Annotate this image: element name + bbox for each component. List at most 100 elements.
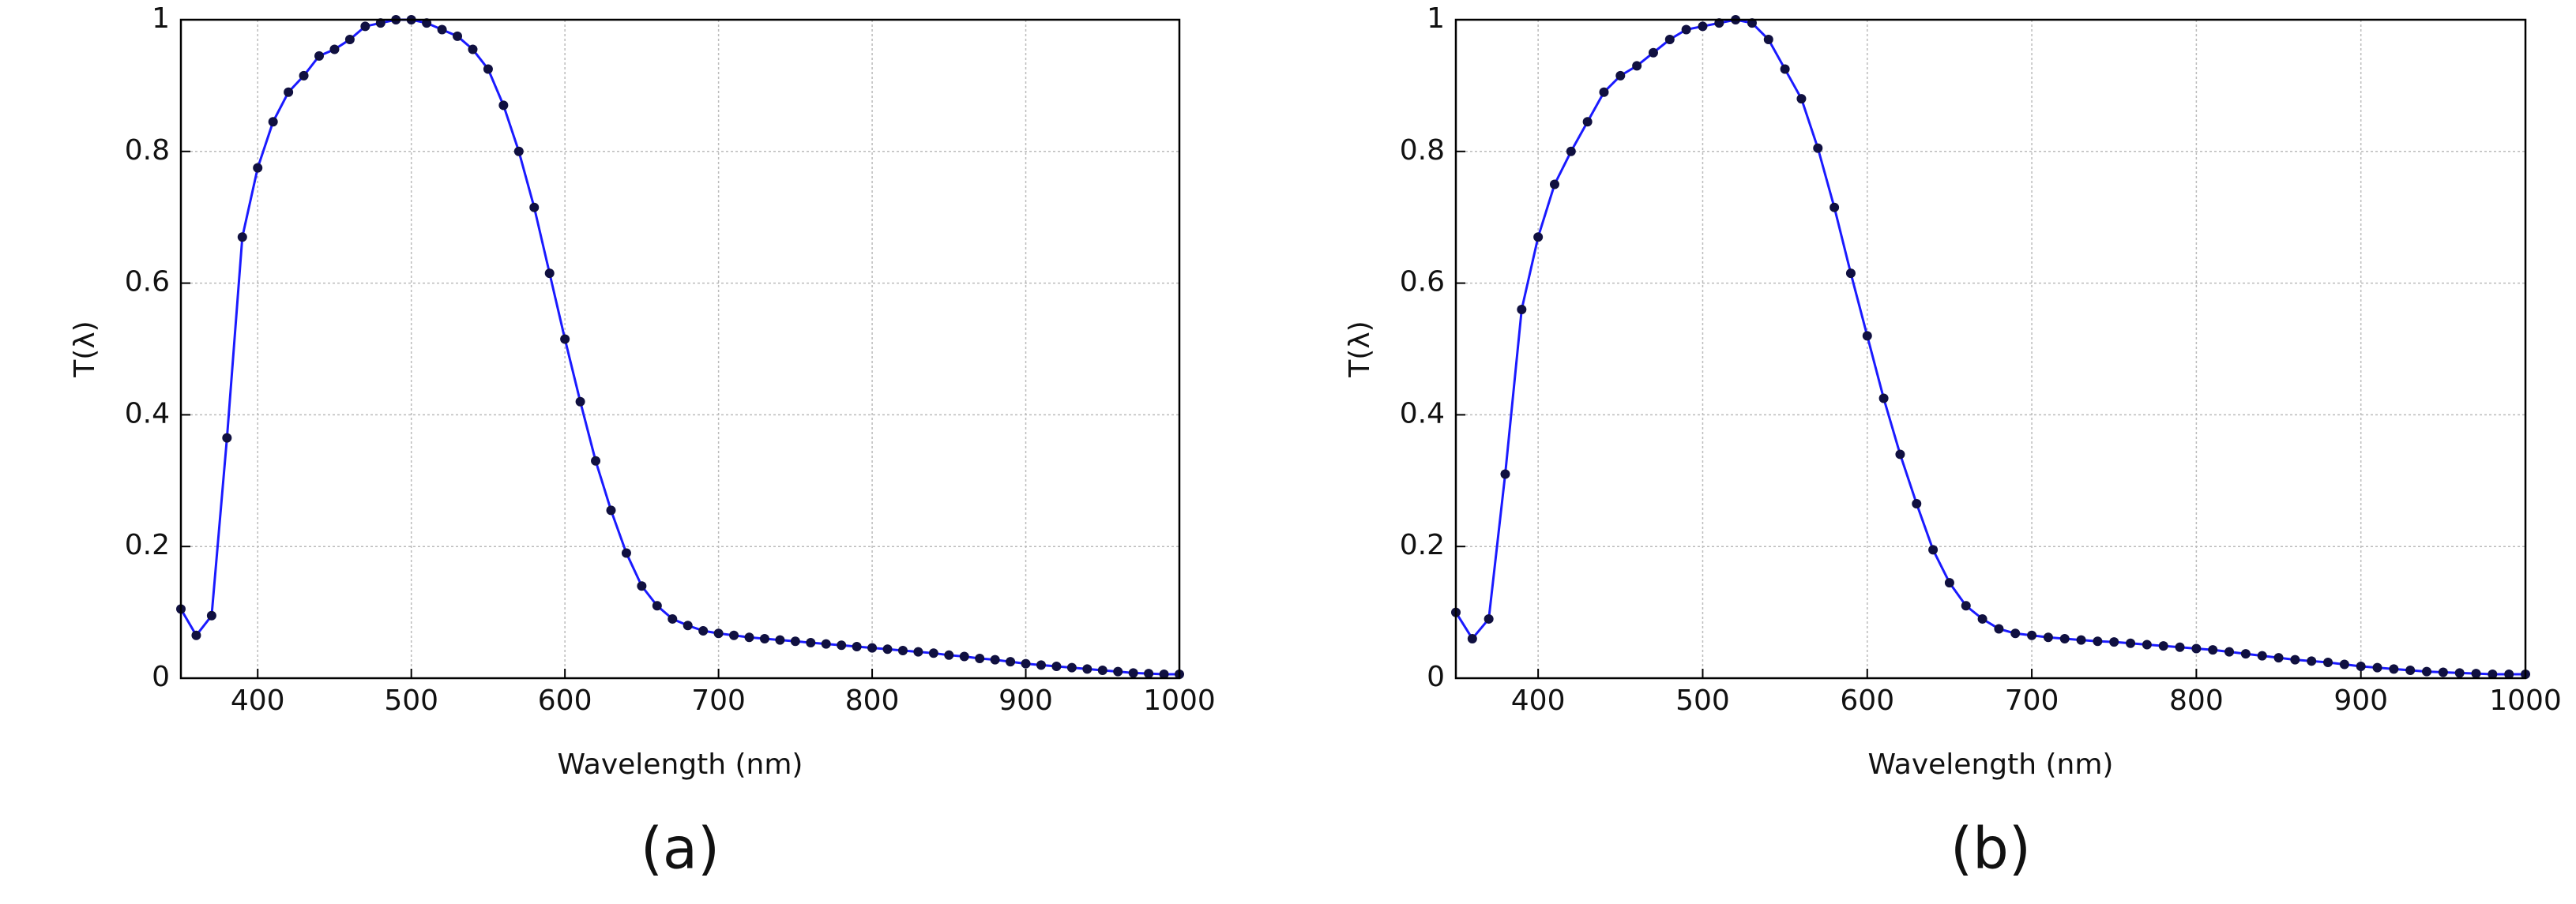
x-tick-label: 700	[2005, 685, 2059, 717]
data-point	[2027, 630, 2037, 640]
data-point	[329, 44, 340, 54]
data-point	[821, 639, 831, 649]
data-point	[453, 31, 463, 41]
data-point	[2454, 668, 2465, 678]
data-point	[668, 613, 678, 624]
data-point	[284, 87, 294, 97]
data-point	[637, 581, 647, 591]
data-point	[1813, 143, 1823, 153]
data-point	[897, 645, 908, 655]
data-point	[1159, 669, 1169, 679]
data-point	[775, 635, 785, 645]
data-point	[575, 396, 585, 407]
x-tick-label: 400	[231, 685, 285, 717]
data-point	[1648, 47, 1658, 58]
data-point	[713, 628, 724, 639]
data-point	[560, 334, 570, 344]
x-tick-label: 900	[2333, 685, 2388, 717]
data-point	[2191, 643, 2202, 654]
data-point	[1796, 94, 1807, 104]
y-tick-label: 0	[1427, 661, 1445, 693]
x-tick-label: 600	[1840, 685, 1894, 717]
data-point	[759, 633, 769, 643]
data-point	[1582, 117, 1593, 127]
data-point	[882, 644, 893, 655]
data-point	[1615, 70, 1626, 81]
data-point	[1144, 669, 1154, 679]
data-point	[2323, 657, 2333, 667]
y-tick-label: 0.4	[125, 397, 170, 429]
data-point	[544, 268, 555, 279]
data-point	[1763, 35, 1773, 45]
data-point	[437, 24, 447, 35]
x-tick-label: 700	[691, 685, 746, 717]
data-point	[1878, 393, 1889, 403]
data-point	[2158, 641, 2168, 651]
data-point	[698, 625, 709, 636]
data-point	[314, 51, 325, 61]
x-tick-label: 800	[845, 685, 900, 717]
data-point	[468, 44, 478, 54]
data-point	[2438, 667, 2448, 677]
data-point	[2043, 632, 2053, 643]
data-point	[1681, 24, 1691, 35]
data-point	[944, 650, 954, 660]
data-point	[268, 117, 278, 127]
data-point	[2010, 628, 2021, 639]
data-point	[990, 655, 1000, 665]
data-point	[2076, 635, 2086, 645]
y-tick-label: 0.6	[125, 266, 170, 298]
data-point	[299, 70, 309, 81]
plot-frame	[1454, 18, 2527, 680]
data-point	[1021, 658, 1031, 669]
y-axis-label: T(λ)	[1344, 321, 1376, 377]
data-point	[2290, 655, 2300, 665]
data-point	[852, 641, 862, 651]
y-tick-label: 1	[152, 2, 170, 35]
data-point	[837, 640, 847, 651]
data-point	[2175, 642, 2185, 652]
y-tick-label: 0.2	[1400, 529, 1445, 561]
data-point	[806, 637, 816, 647]
data-point	[1006, 657, 1016, 667]
data-point	[1845, 268, 1856, 279]
x-tick-label: 400	[1511, 685, 1566, 717]
data-point	[1113, 666, 1123, 677]
data-point	[2471, 669, 2481, 679]
data-point	[1862, 331, 1872, 341]
data-point	[652, 601, 662, 611]
data-point	[222, 433, 232, 443]
data-point	[360, 21, 370, 32]
data-point	[2389, 664, 2399, 674]
data-point	[2339, 659, 2349, 670]
data-point	[1066, 662, 1077, 673]
data-point	[1912, 498, 1922, 508]
data-point	[2142, 640, 2152, 650]
chart-panel: 400 500 600 700 800 900 1000 0 0.2 0.4 0.6 0.8 1 Wave…	[69, 2, 1216, 882]
data-point	[2273, 653, 2284, 663]
data-point	[344, 35, 355, 45]
data-point	[683, 621, 693, 631]
data-line	[179, 18, 1179, 676]
x-tick-label: 1000	[1143, 685, 1216, 717]
data-point	[1467, 633, 1477, 643]
y-tick-label: 0.4	[1400, 397, 1445, 429]
data-point	[591, 456, 601, 466]
data-point	[2356, 661, 2366, 671]
caption: (a)	[641, 816, 720, 882]
data-point	[1082, 664, 1092, 674]
data-point	[729, 630, 739, 640]
data-point	[1632, 61, 1642, 71]
data-point	[913, 647, 923, 657]
data-point	[513, 146, 524, 156]
data-point	[744, 632, 754, 643]
x-tick-label: 500	[1675, 685, 1730, 717]
data-point	[2372, 662, 2382, 673]
data-point	[2307, 656, 2317, 666]
data-point	[1566, 146, 1576, 156]
data-point	[2126, 638, 2136, 648]
data-point	[621, 548, 631, 558]
x-tick-label: 600	[538, 685, 592, 717]
data-point	[1961, 601, 1971, 611]
y-axis-label: T(λ)	[69, 321, 101, 377]
